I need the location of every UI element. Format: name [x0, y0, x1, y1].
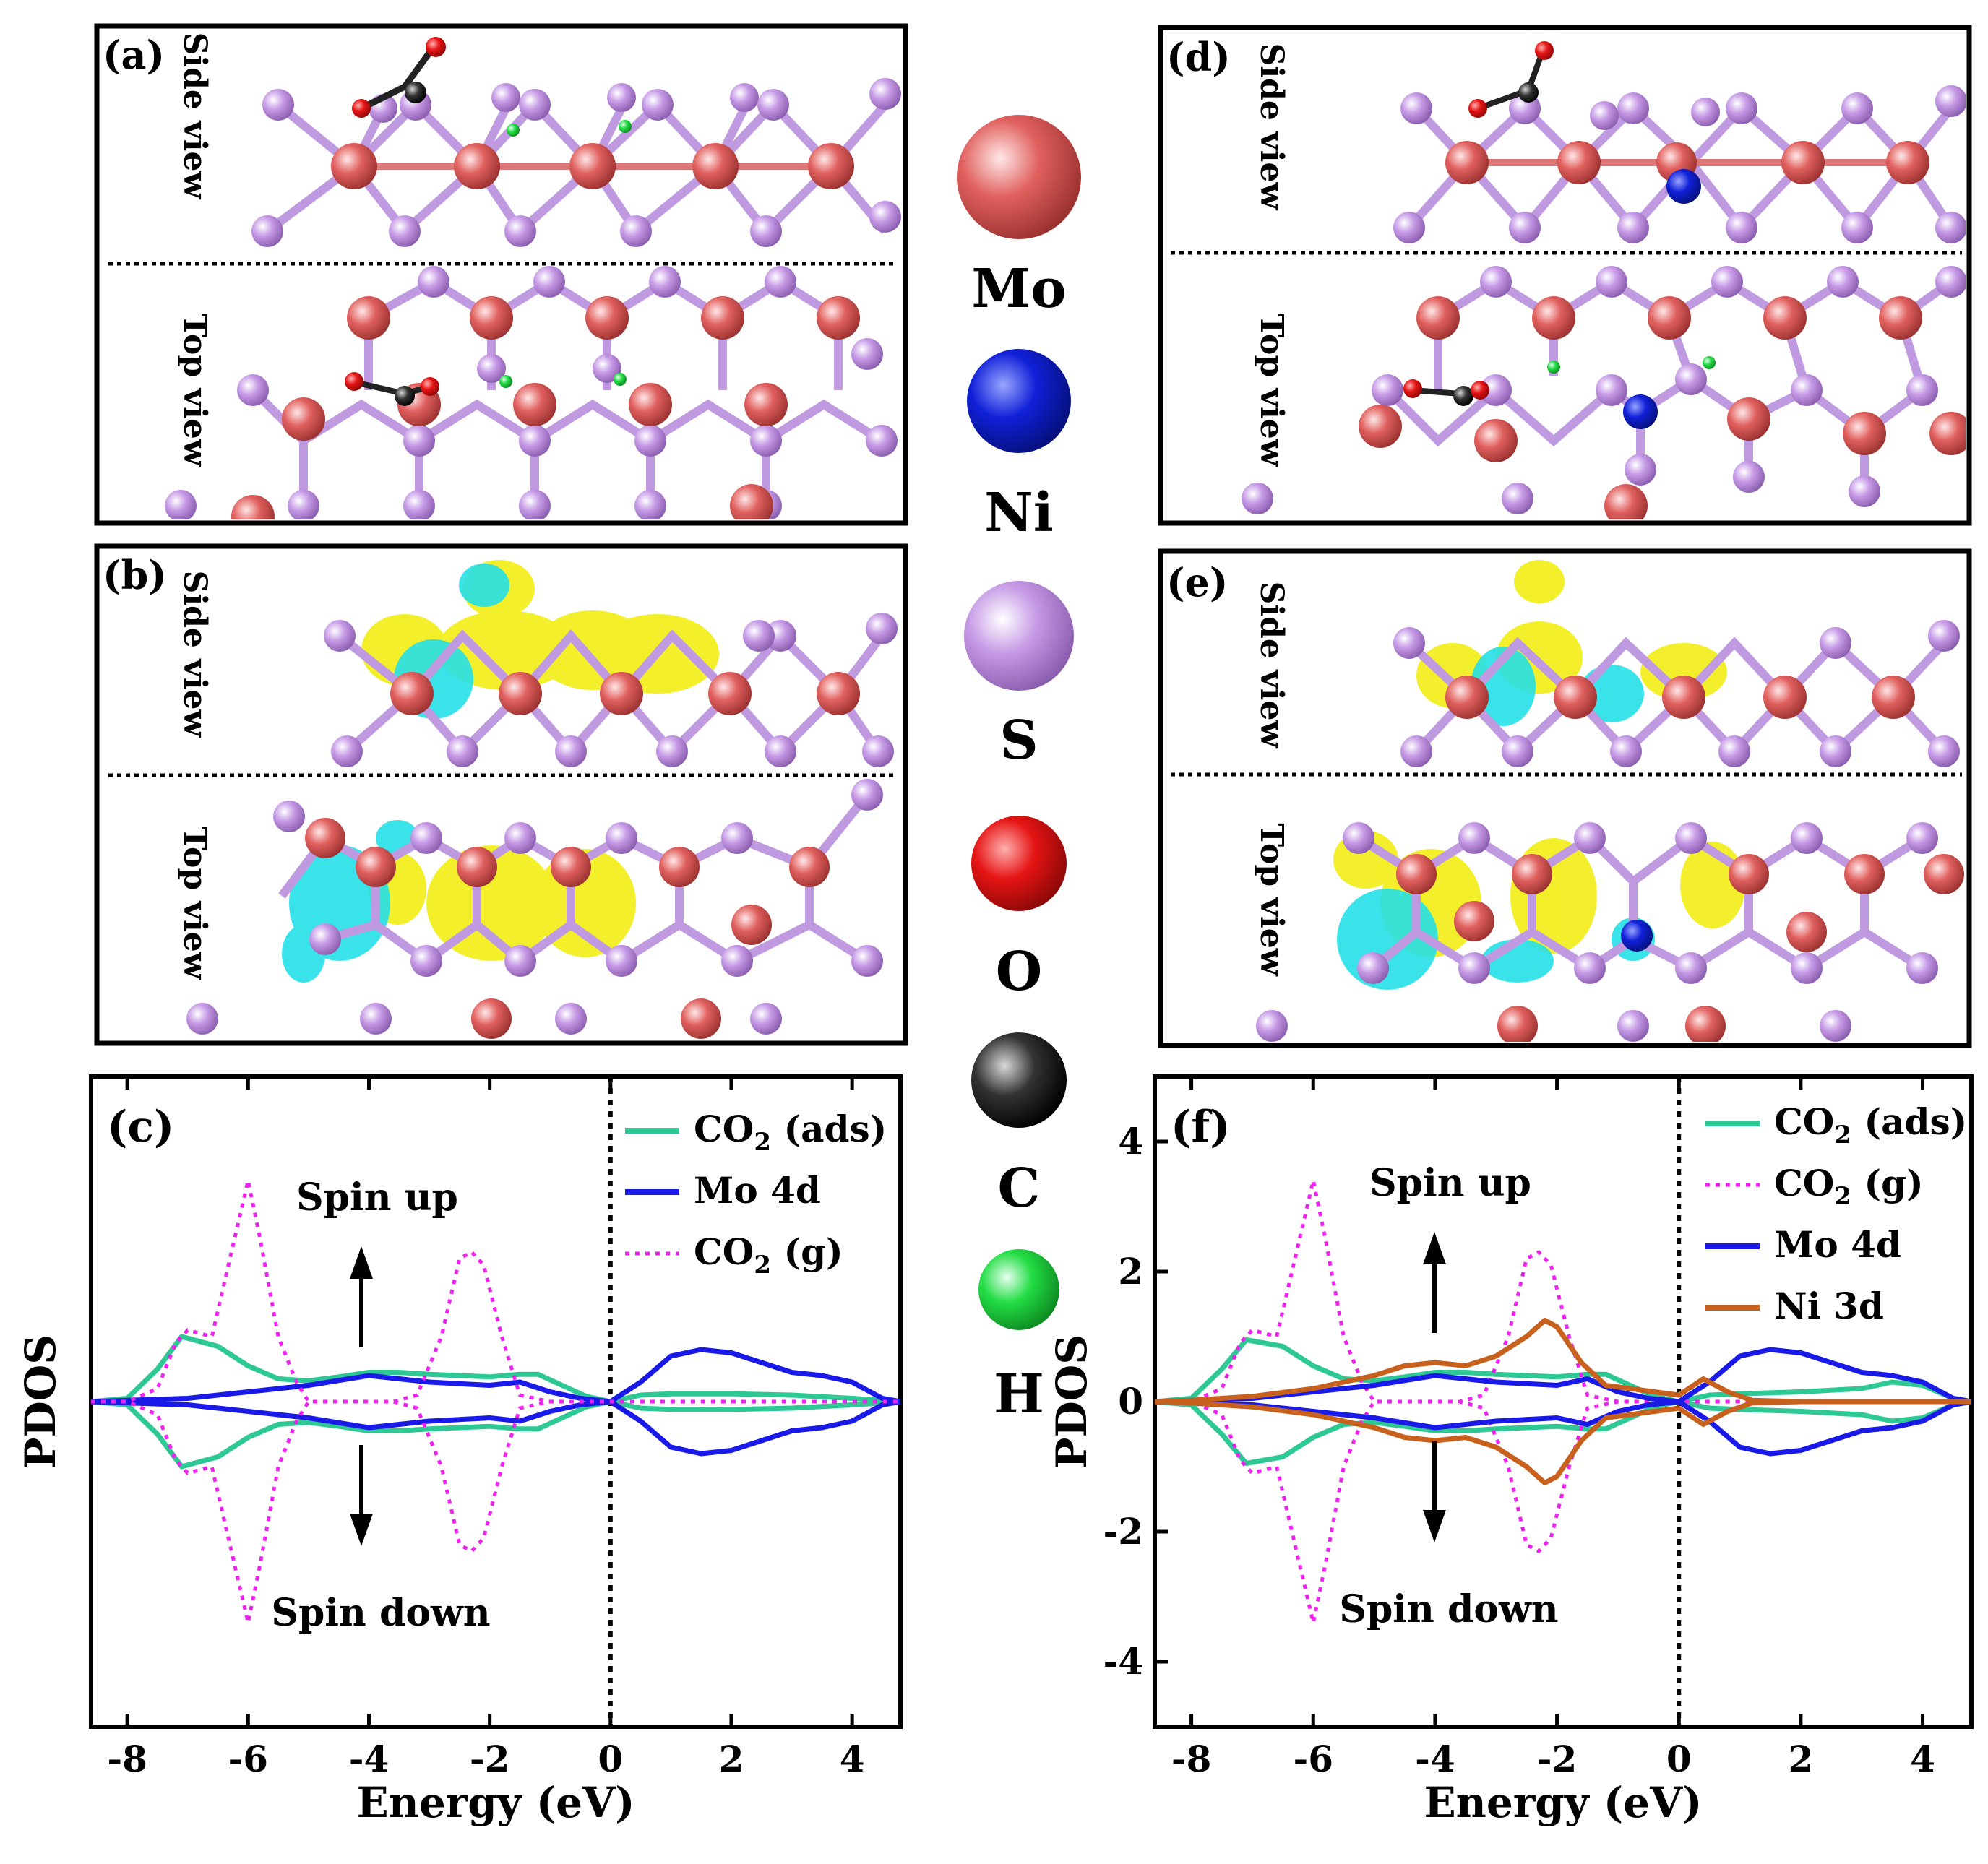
side-view-label: Side view — [1253, 43, 1290, 211]
atom-mo-label: Mo — [971, 258, 1066, 320]
spin-up-label: Spin up — [296, 1175, 458, 1220]
top-view-label: Top view — [176, 314, 213, 467]
spin-down-arrowhead — [1423, 1510, 1446, 1542]
spin-down-label: Spin down — [1339, 1587, 1558, 1631]
panel-label-d: (d) — [1166, 34, 1231, 80]
top-view-label: Top view — [1253, 314, 1290, 467]
series-co2-ads-spin-down — [90, 1399, 901, 1470]
y-tick-label: 2 — [1118, 1250, 1143, 1293]
structure-d — [1171, 41, 1966, 519]
atom-c-sphere — [971, 1032, 1067, 1128]
series-co2-ads-spin-up — [1154, 1337, 1972, 1405]
y-tick-label: 0 — [1118, 1380, 1143, 1423]
atom-h-label: H — [994, 1363, 1044, 1425]
spin-up-arrowhead — [350, 1246, 373, 1279]
x-tick-label: -8 — [1171, 1738, 1212, 1780]
series-mo-4d-spin-down — [90, 1399, 901, 1457]
top-view-label: Top view — [1253, 823, 1290, 976]
top-view-label: Top view — [176, 827, 213, 980]
atom-c-label: C — [998, 1157, 1041, 1220]
x-tick-label: 4 — [1910, 1738, 1935, 1780]
panel-a: (a) Side view Top view — [94, 23, 908, 526]
x-tick-label: 2 — [1788, 1738, 1813, 1780]
panel-label: (f) — [1171, 1102, 1231, 1152]
pdos-chart-f: -8 -6 -4 -2 0 2 4 -4 -2 0 2 4 Energy (eV) PDOS (f) Spin… — [1047, 1074, 1974, 1827]
legend-label: CO2 (g) — [1774, 1162, 1924, 1211]
atom-o-label: O — [996, 941, 1042, 1003]
panel-e: (e) Side view Top view — [1158, 548, 1972, 1048]
panel-label-a: (a) — [103, 32, 165, 78]
atom-s-sphere — [964, 581, 1074, 691]
y-tick-label: -4 — [1103, 1640, 1143, 1683]
panel-label-e: (e) — [1166, 559, 1228, 605]
side-view-label: Side view — [176, 33, 213, 200]
legend-label: CO2 (g) — [694, 1230, 843, 1280]
y-axis-label: PDOS — [1047, 1334, 1096, 1469]
legend-label: Mo 4d — [1774, 1223, 1901, 1266]
series-mo-4d-spin-down — [1154, 1399, 1972, 1457]
spin-down-arrowhead — [350, 1514, 373, 1546]
top-view-lattice — [165, 266, 898, 519]
legend-label: CO2 (ads) — [694, 1108, 887, 1157]
atom-s-label: S — [999, 709, 1038, 772]
x-tick-label: -6 — [228, 1738, 269, 1780]
y-tick-label: -2 — [1103, 1510, 1143, 1553]
series-co2-g-spin-down — [91, 1399, 900, 1625]
x-tick-label: -8 — [107, 1738, 147, 1780]
x-tick-label: -2 — [470, 1738, 510, 1780]
panel-label: (c) — [107, 1102, 174, 1152]
x-tick-label: -6 — [1293, 1738, 1333, 1780]
charge-density-e — [1171, 560, 1964, 1042]
series-mo-4d-spin-up — [1154, 1347, 1972, 1405]
legend-label: CO2 (ads) — [1774, 1100, 1967, 1149]
panel-label-b: (b) — [103, 552, 167, 598]
pdos-chart-c: -8 -6 -4 -2 0 2 4 Energy (eV) PDOS (c) Spin up Spin… — [16, 1074, 903, 1827]
series-co2-g-spin-up — [91, 1178, 900, 1404]
structure-a — [108, 37, 901, 519]
series-ni-3d-spin-down — [1154, 1399, 1971, 1485]
spin-down-label: Spin down — [271, 1591, 490, 1635]
side-view-label: Side view — [176, 571, 213, 738]
spin-up-label: Spin up — [1369, 1161, 1531, 1205]
x-tick-label: -4 — [349, 1738, 390, 1780]
atom-ni-label: Ni — [984, 482, 1054, 544]
panel-b: (b) Side view Top view — [94, 543, 908, 1046]
series-co2-ads-spin-down — [1154, 1399, 1972, 1466]
y-axis-label: PDOS — [16, 1334, 65, 1469]
side-view-label: Side view — [1253, 582, 1290, 749]
series-mo-4d-spin-up — [90, 1347, 901, 1405]
x-tick-label: 2 — [719, 1738, 744, 1780]
panel-d: (d) Side view Top view — [1158, 25, 1972, 526]
x-tick-label: 4 — [840, 1738, 865, 1780]
spin-up-arrowhead — [1423, 1232, 1446, 1264]
x-axis-label: Energy (eV) — [1424, 1778, 1702, 1827]
atom-mo-sphere — [957, 115, 1081, 239]
x-tick-label: 0 — [1666, 1738, 1692, 1780]
legend-label: Ni 3d — [1774, 1285, 1884, 1327]
atom-ni-sphere — [967, 349, 1071, 453]
charge-density-b — [108, 560, 898, 1039]
x-tick-label: -2 — [1537, 1738, 1578, 1780]
series-co2-ads-spin-up — [90, 1334, 901, 1405]
x-axis-label: Energy (eV) — [356, 1778, 634, 1827]
atom-h-sphere — [978, 1249, 1059, 1330]
atom-legend: Mo Ni S O C H — [957, 115, 1081, 1425]
atom-o-sphere — [971, 816, 1067, 911]
x-tick-label: 0 — [598, 1738, 623, 1780]
x-tick-label: -4 — [1415, 1738, 1455, 1780]
legend-label: Mo 4d — [694, 1169, 821, 1212]
side-view-lattice — [251, 37, 901, 247]
y-tick-label: 4 — [1118, 1120, 1143, 1162]
